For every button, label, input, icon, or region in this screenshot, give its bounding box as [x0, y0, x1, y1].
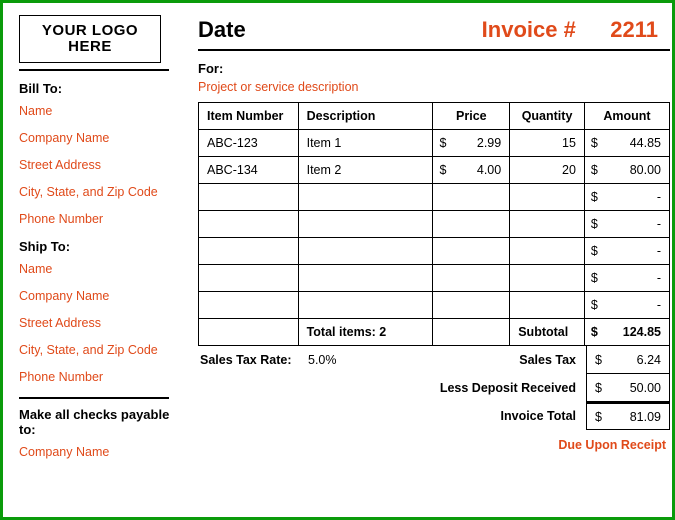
col-desc-header: Description: [298, 103, 433, 130]
col-amount-header: Amount: [584, 103, 669, 130]
items-table: Item Number Description Price Quantity A…: [198, 102, 670, 346]
col-price-header: Price: [433, 103, 510, 130]
deposit-value: 50.00: [630, 381, 661, 395]
summary-row-deposit: Less Deposit Received $ 50.00: [198, 374, 670, 402]
bill-to-heading: Bill To:: [19, 81, 178, 96]
ship-to-name: Name: [19, 262, 178, 276]
table-row: ABC-123Item 1$2.9915$44.85: [199, 130, 670, 157]
ship-to-city: City, State, and Zip Code: [19, 343, 178, 357]
bill-to-city: City, State, and Zip Code: [19, 185, 178, 199]
table-row: $-: [199, 184, 670, 211]
ship-to-heading: Ship To:: [19, 239, 178, 254]
due-upon-receipt: Due Upon Receipt: [198, 438, 670, 452]
sales-tax-amount: $ 6.24: [586, 346, 670, 374]
table-totals-row: Total items: 2 Subtotal $ 124.85: [199, 319, 670, 346]
table-row: $-: [199, 211, 670, 238]
currency-symbol: $: [595, 353, 602, 367]
invoice-number-label: Invoice #: [482, 17, 576, 42]
sidebar: YOUR LOGO HERE Bill To: Name Company Nam…: [3, 3, 188, 517]
subtotal-value: $ 124.85: [584, 319, 669, 346]
deposit-amount: $ 50.00: [586, 374, 670, 402]
payable-heading: Make all checks payable to:: [19, 407, 178, 437]
logo-placeholder: YOUR LOGO HERE: [19, 15, 161, 63]
bill-to-street: Street Address: [19, 158, 178, 172]
total-items-label: Total items: 2: [298, 319, 433, 346]
table-row: $-: [199, 238, 670, 265]
table-header-row: Item Number Description Price Quantity A…: [199, 103, 670, 130]
for-label: For:: [198, 61, 670, 76]
col-item-header: Item Number: [199, 103, 299, 130]
subtotal-label: Subtotal: [510, 319, 585, 346]
invoice-number-block: Invoice # 2211: [482, 17, 658, 43]
ship-to-phone: Phone Number: [19, 370, 178, 384]
tax-rate-label: Sales Tax Rate:: [198, 353, 308, 367]
bill-to-name: Name: [19, 104, 178, 118]
invoice-total-value: 81.09: [630, 410, 661, 424]
main-divider: [198, 49, 670, 51]
table-row: $-: [199, 292, 670, 319]
for-value: Project or service description: [198, 80, 670, 94]
subtotal-amount: 124.85: [623, 325, 661, 339]
col-qty-header: Quantity: [510, 103, 585, 130]
summary-row-total: Invoice Total $ 81.09: [198, 402, 670, 430]
currency-symbol: $: [595, 381, 602, 395]
totals-empty: [199, 319, 299, 346]
invoice-number-value: 2211: [610, 17, 658, 42]
summary-row-tax: Sales Tax Rate: 5.0% Sales Tax $ 6.24: [198, 346, 670, 374]
table-row: $-: [199, 265, 670, 292]
currency-symbol: $: [595, 410, 602, 424]
invoice-total-amount: $ 81.09: [586, 402, 670, 430]
payable-divider: [19, 397, 169, 399]
tax-rate-value: 5.0%: [308, 353, 368, 367]
bill-to-company: Company Name: [19, 131, 178, 145]
main-area: Date Invoice # 2211 For: Project or serv…: [188, 3, 672, 517]
table-body: ABC-123Item 1$2.9915$44.85ABC-134Item 2$…: [199, 130, 670, 319]
deposit-label: Less Deposit Received: [416, 381, 586, 395]
sales-tax-label: Sales Tax: [416, 353, 586, 367]
invoice-total-label: Invoice Total: [416, 409, 586, 423]
header-row: Date Invoice # 2211: [198, 17, 670, 43]
date-label: Date: [198, 17, 246, 43]
ship-to-street: Street Address: [19, 316, 178, 330]
totals-empty: [433, 319, 510, 346]
bill-to-phone: Phone Number: [19, 212, 178, 226]
sales-tax-value: 6.24: [637, 353, 661, 367]
sidebar-divider: [19, 69, 169, 71]
summary-block: Sales Tax Rate: 5.0% Sales Tax $ 6.24 Le…: [198, 346, 670, 430]
currency-symbol: $: [591, 325, 598, 339]
ship-to-company: Company Name: [19, 289, 178, 303]
invoice-page: YOUR LOGO HERE Bill To: Name Company Nam…: [0, 0, 675, 520]
table-row: ABC-134Item 2$4.0020$80.00: [199, 157, 670, 184]
payable-company: Company Name: [19, 445, 178, 459]
